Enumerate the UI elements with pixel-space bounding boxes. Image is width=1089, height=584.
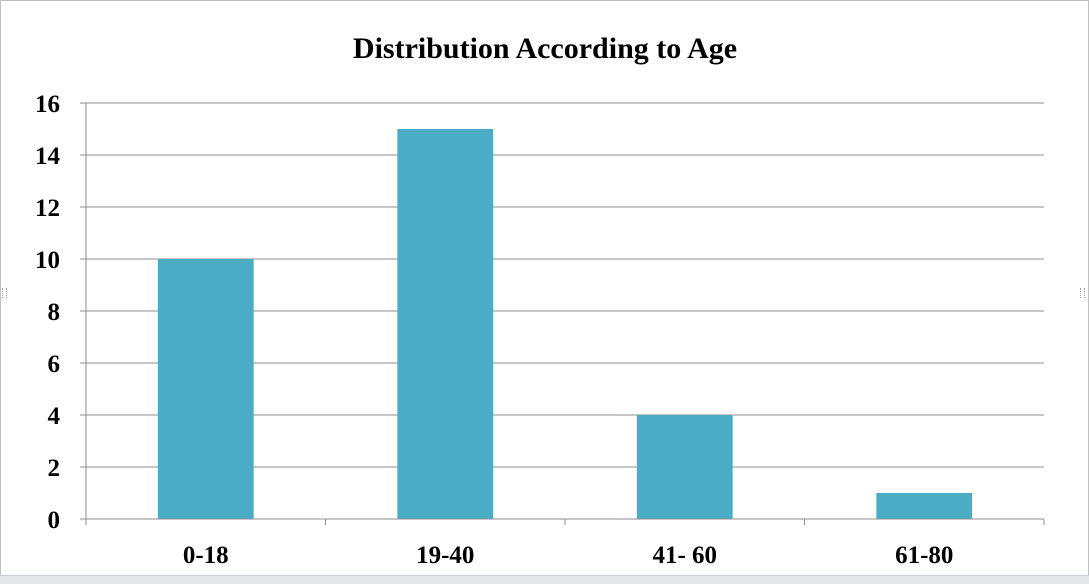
x-category-label: 61-80 bbox=[895, 542, 953, 569]
bars bbox=[157, 129, 973, 519]
bar-0-18 bbox=[157, 259, 254, 519]
y-tick-label: 0 bbox=[48, 507, 61, 534]
bottom-scroll-strip bbox=[0, 575, 1089, 584]
x-axis-categories: 0-18 19-40 41- 60 61-80 bbox=[85, 519, 1045, 569]
y-tick-label: 14 bbox=[35, 143, 61, 170]
y-tick-label: 12 bbox=[35, 195, 60, 222]
y-tick-label: 8 bbox=[48, 299, 61, 326]
chart-title: Distribution According to Age bbox=[353, 32, 737, 65]
x-category-label: 0-18 bbox=[183, 542, 229, 569]
x-category-label: 19-40 bbox=[416, 542, 474, 569]
y-tick-label: 4 bbox=[48, 403, 61, 430]
bar-19-40 bbox=[397, 129, 494, 519]
left-resize-handle[interactable] bbox=[2, 288, 7, 298]
y-tick-label: 2 bbox=[48, 455, 61, 482]
x-category-label: 41- 60 bbox=[652, 542, 717, 569]
bar-61-80 bbox=[876, 493, 973, 519]
right-resize-handle[interactable] bbox=[1080, 288, 1085, 298]
y-tick-label: 6 bbox=[48, 351, 61, 378]
y-axis-ticks: 0 2 4 6 8 10 12 14 16 bbox=[35, 91, 86, 534]
y-tick-label: 10 bbox=[35, 247, 60, 274]
y-tick-label: 16 bbox=[35, 91, 60, 118]
bar-41-60 bbox=[636, 415, 733, 519]
